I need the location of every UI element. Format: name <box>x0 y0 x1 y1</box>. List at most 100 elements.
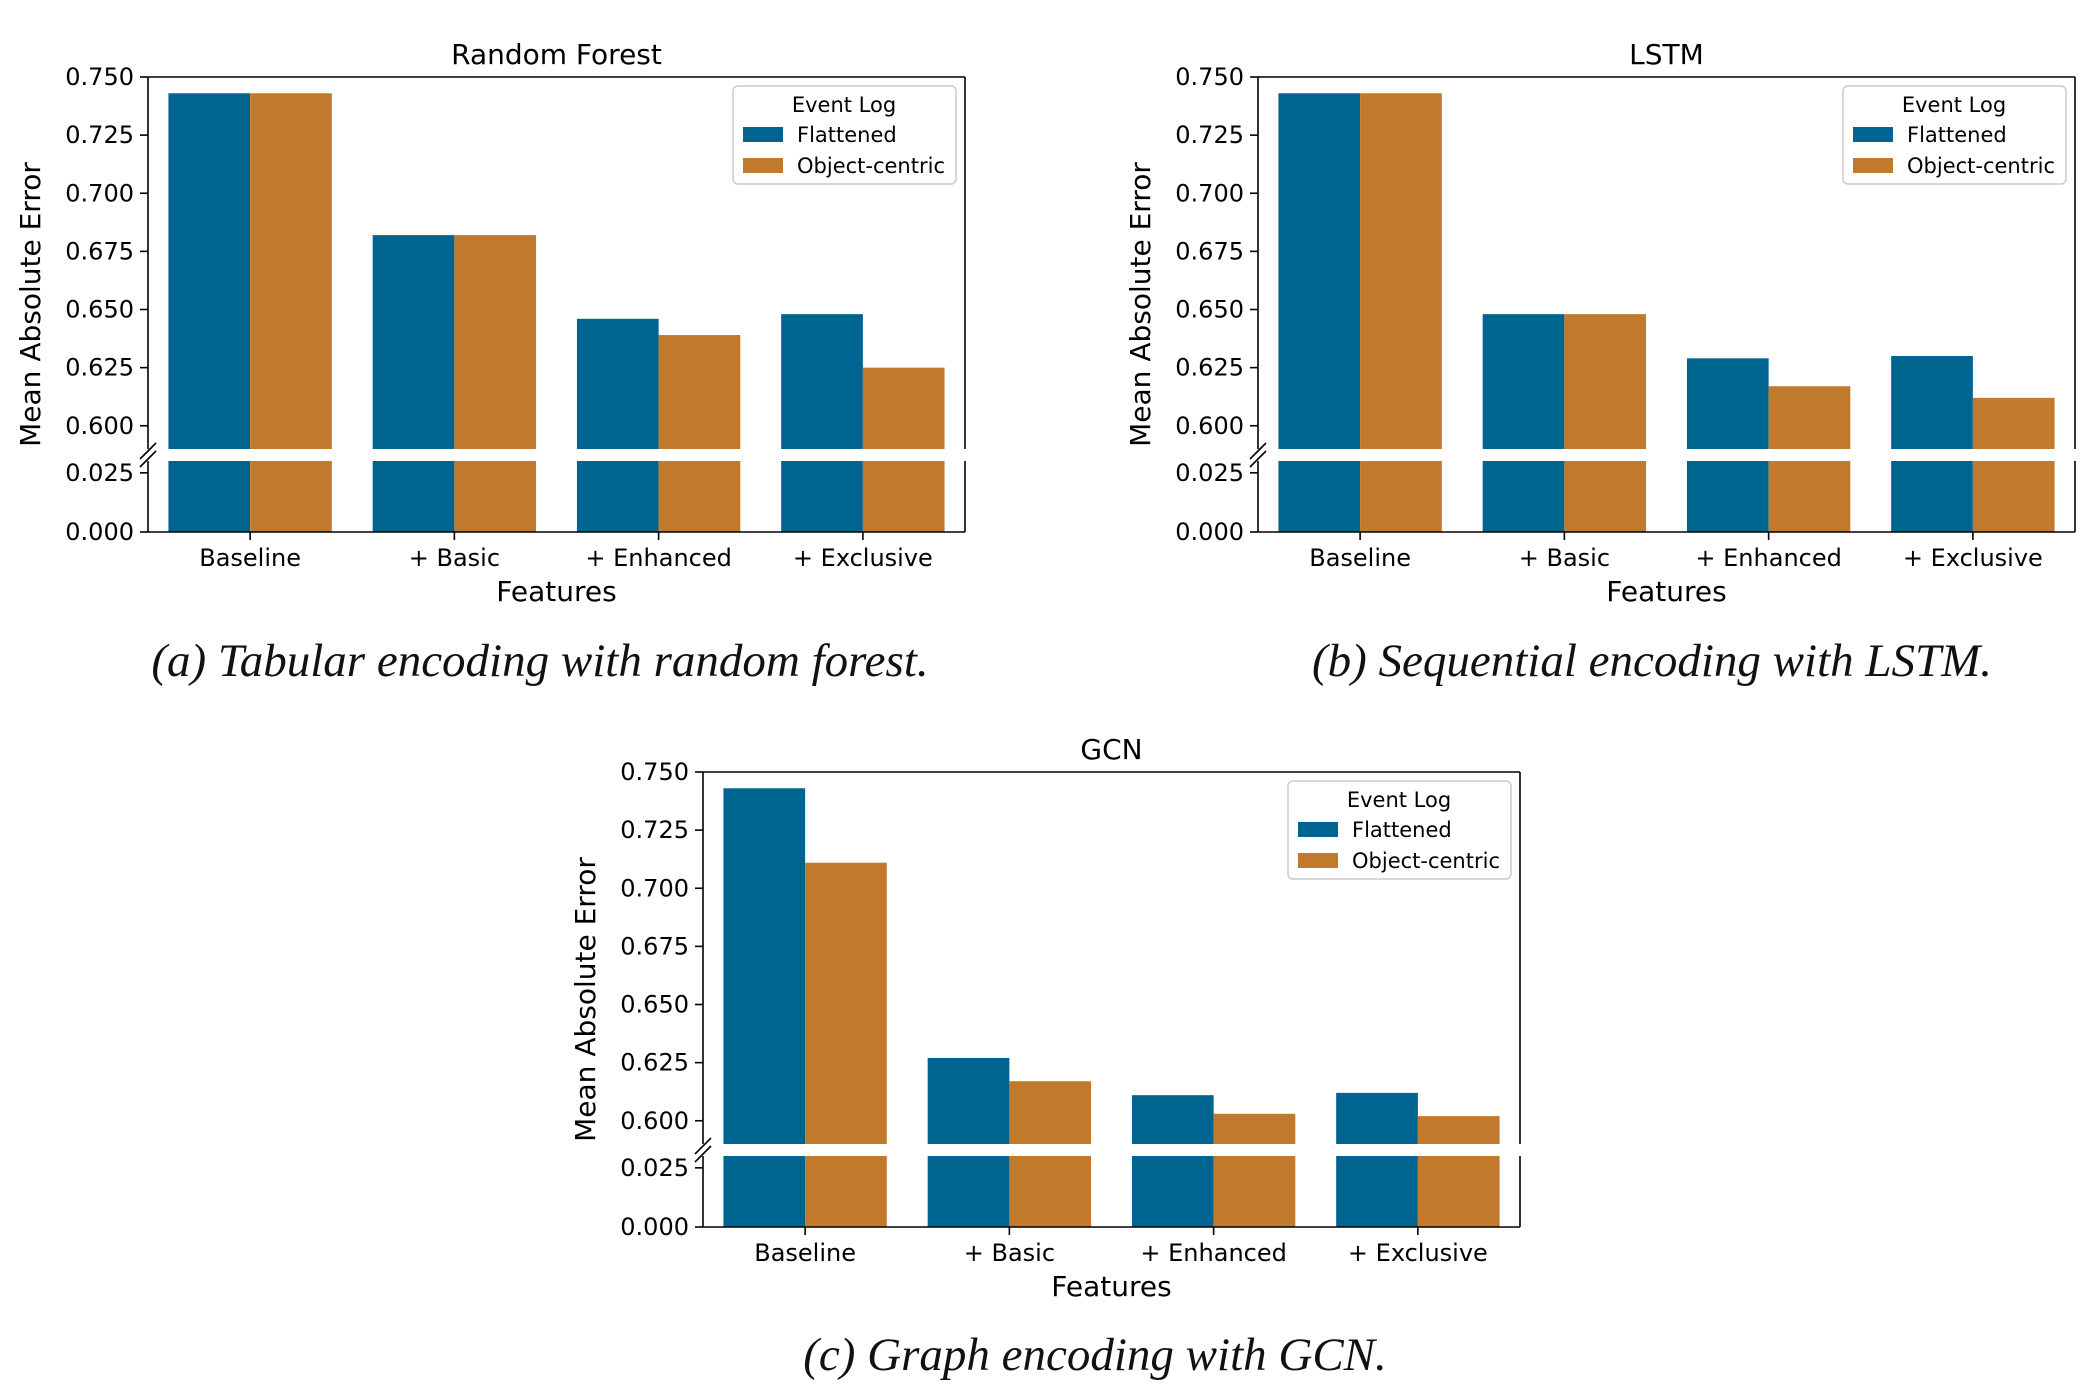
x-tick-label: + Exclusive <box>793 544 933 572</box>
y-tick-label: 0.025 <box>1175 459 1244 487</box>
bar-flattened-lower <box>1336 1156 1418 1227</box>
chart-title: Random Forest <box>451 38 662 71</box>
bar-object-centric-upper <box>1768 386 1851 449</box>
y-tick-label: 0.675 <box>1175 237 1244 265</box>
bar-object-centric-lower <box>454 461 537 532</box>
bar-flattened-lower <box>1891 461 1973 532</box>
bar-flattened-upper <box>1686 358 1769 449</box>
y-tick-label: 0.700 <box>65 179 134 207</box>
y-tick-label: 0.675 <box>65 237 134 265</box>
chart-gcn: Baseline + Basic + Enhanced + Exclusive 0.75… <box>569 733 1521 1303</box>
y-tick-label: 0.725 <box>1175 121 1244 149</box>
caption-b: (b) Sequential encoding with LSTM. <box>1312 635 1992 687</box>
legend-title: Event Log <box>1902 93 2006 117</box>
y-tick-label: 0.750 <box>65 63 134 91</box>
y-tick-label: 0.000 <box>65 518 134 546</box>
y-tick-label: 0.725 <box>620 816 689 844</box>
x-axis-label: Features <box>1606 575 1726 608</box>
bar-flattened-upper <box>1278 93 1361 450</box>
chart-random-forest: Baseline + Basic + Enhanced + Exclusive 0.75… <box>14 38 966 608</box>
bar-flattened-lower <box>1686 461 1769 532</box>
bar-flattened-upper <box>781 314 863 449</box>
bar-object-centric-lower <box>862 461 945 532</box>
legend: Event Log Flattened Object-centric <box>1287 780 1512 880</box>
bar-object-centric-upper <box>1360 93 1442 450</box>
bar-flattened-lower <box>576 461 659 532</box>
bar-object-centric-lower <box>1417 1156 1500 1227</box>
bar-flattened-lower <box>372 461 455 532</box>
x-axis-label: Features <box>496 575 616 608</box>
bar-flattened-lower <box>1278 461 1361 532</box>
legend-swatch-object-centric <box>1853 158 1893 173</box>
legend-label: Flattened <box>1907 123 2007 147</box>
y-tick-label: 0.625 <box>620 1049 689 1077</box>
axis-break-mark <box>139 442 157 468</box>
chart-lstm: Baseline + Basic + Enhanced + Exclusive 0.75… <box>1124 38 2076 608</box>
bar-object-centric-upper <box>862 367 945 449</box>
legend-swatch-flattened <box>1853 127 1893 142</box>
legend-label: Flattened <box>797 123 897 147</box>
x-tick-label: + Basic <box>1519 544 1610 572</box>
bar-object-centric-upper <box>658 335 741 449</box>
legend-swatch-flattened <box>1298 822 1338 837</box>
caption-c: (c) Graph encoding with GCN. <box>803 1329 1387 1381</box>
x-tick-label: + Enhanced <box>1695 544 1841 572</box>
x-tick-label: + Enhanced <box>585 544 731 572</box>
bar-object-centric-lower <box>1213 1156 1296 1227</box>
bar-object-centric-lower <box>658 461 741 532</box>
legend-label: Object-centric <box>797 154 945 178</box>
y-axis-label: Mean Absolute Error <box>569 857 602 1142</box>
legend-title: Event Log <box>1347 788 1451 812</box>
legend: Event Log Flattened Object-centric <box>732 85 957 185</box>
y-tick-label: 0.025 <box>65 459 134 487</box>
x-tick-label: Baseline <box>1309 544 1411 572</box>
legend-frame <box>732 85 957 185</box>
chart-title: GCN <box>1080 733 1142 766</box>
bar-object-centric-lower <box>805 1156 887 1227</box>
y-tick-label: 0.650 <box>620 991 689 1019</box>
bar-object-centric-upper <box>250 93 332 450</box>
bar-object-centric-upper <box>1972 397 2055 449</box>
legend-swatch-object-centric <box>1298 853 1338 868</box>
x-tick-label: + Basic <box>964 1239 1055 1267</box>
y-tick-label: 0.750 <box>1175 63 1244 91</box>
bar-flattened-lower <box>168 461 251 532</box>
bar-object-centric-lower <box>250 461 332 532</box>
x-tick-label: + Basic <box>409 544 500 572</box>
legend-label: Object-centric <box>1352 849 1500 873</box>
bar-flattened-upper <box>1482 314 1565 449</box>
bar-object-centric-upper <box>1009 1081 1092 1144</box>
bar-flattened-upper <box>1131 1095 1214 1144</box>
bar-object-centric-upper <box>805 862 887 1144</box>
x-tick-label: + Exclusive <box>1348 1239 1488 1267</box>
chart-title: LSTM <box>1629 38 1704 71</box>
axis-break-mark <box>1249 442 1267 468</box>
y-tick-label: 0.625 <box>65 354 134 382</box>
y-tick-label: 0.725 <box>65 121 134 149</box>
bar-object-centric-lower <box>1972 461 2055 532</box>
bar-object-centric-upper <box>454 235 537 449</box>
legend-frame <box>1842 85 2067 185</box>
y-axis-label: Mean Absolute Error <box>14 162 47 447</box>
bar-object-centric-upper <box>1213 1113 1296 1144</box>
x-tick-label: + Enhanced <box>1140 1239 1286 1267</box>
legend-frame <box>1287 780 1512 880</box>
bar-flattened-upper <box>723 788 806 1144</box>
legend-label: Object-centric <box>1907 154 2055 178</box>
y-tick-label: 0.675 <box>620 932 689 960</box>
bar-object-centric-upper <box>1564 314 1647 449</box>
bar-flattened-upper <box>168 93 251 450</box>
bar-flattened-lower <box>723 1156 806 1227</box>
bar-flattened-upper <box>1891 356 1973 449</box>
legend-title: Event Log <box>792 93 896 117</box>
bar-object-centric-lower <box>1768 461 1851 532</box>
axis-break-mark <box>694 1137 712 1163</box>
bar-flattened-upper <box>1336 1092 1418 1144</box>
x-tick-label: Baseline <box>199 544 301 572</box>
bar-object-centric-lower <box>1360 461 1442 532</box>
legend: Event Log Flattened Object-centric <box>1842 85 2067 185</box>
bar-flattened-upper <box>372 235 455 449</box>
bar-flattened-lower <box>1131 1156 1214 1227</box>
y-tick-label: 0.600 <box>1175 412 1244 440</box>
